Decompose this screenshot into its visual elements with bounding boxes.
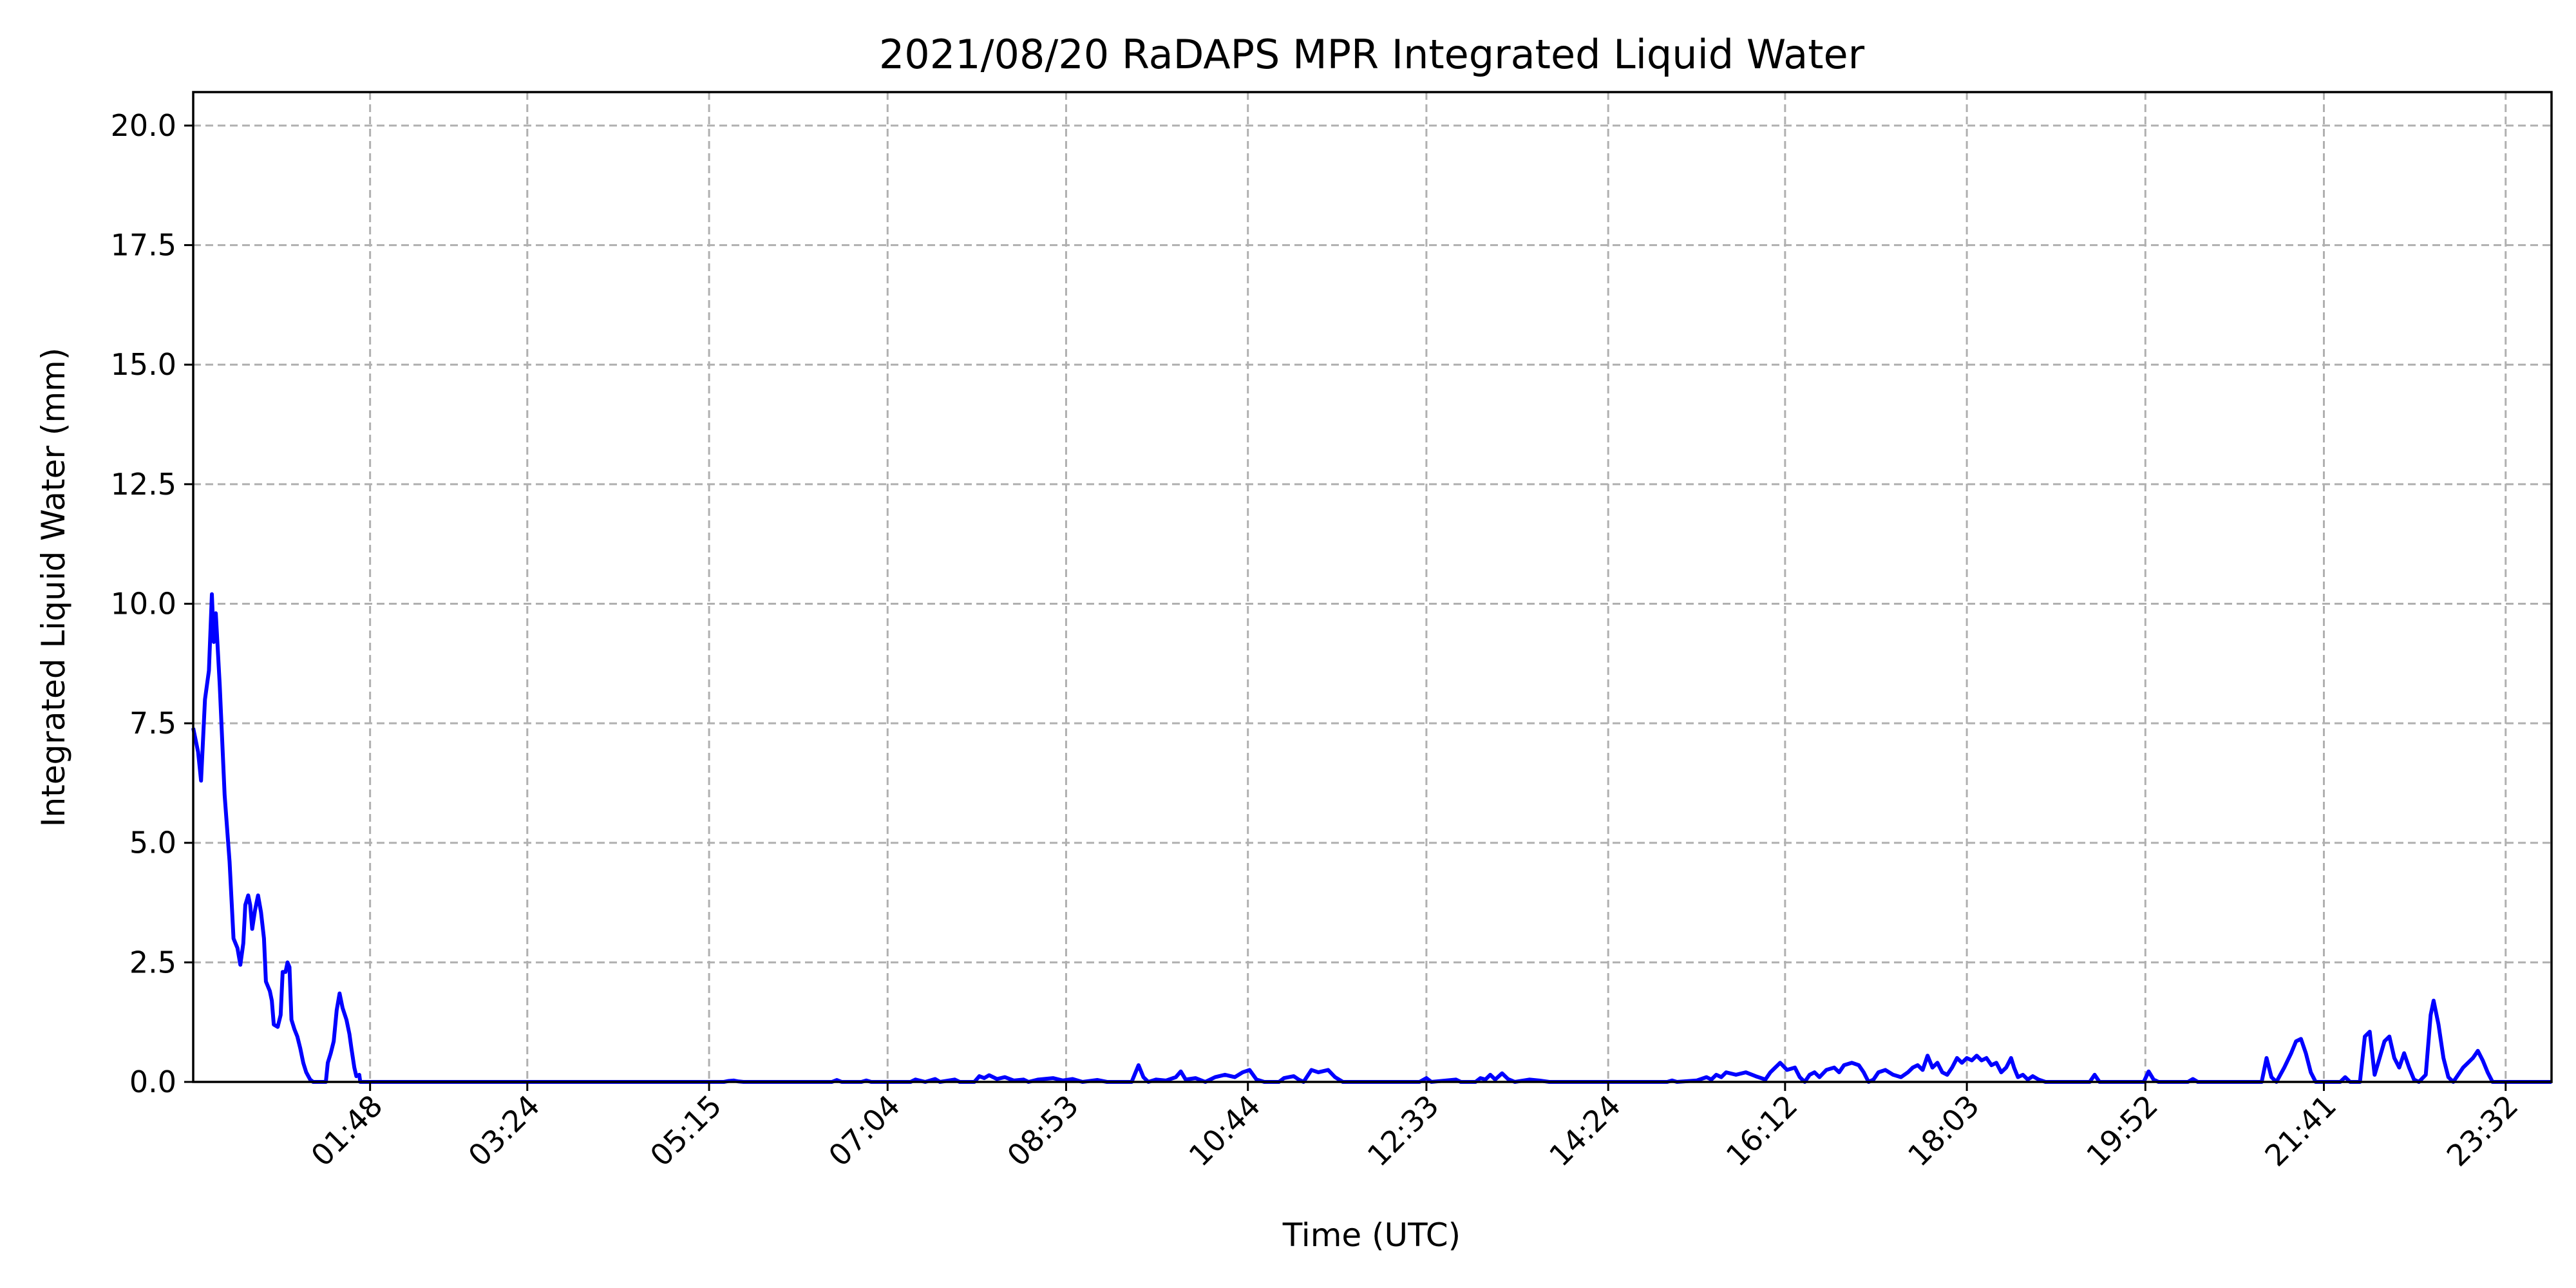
y-tick-label: 17.5 bbox=[111, 228, 176, 263]
y-tick-label: 0.0 bbox=[129, 1065, 176, 1099]
grid-layer bbox=[193, 92, 2552, 1083]
chart-title: 2021/08/20 RaDAPS MPR Integrated Liquid … bbox=[879, 31, 1865, 78]
y-tick-label: 2.5 bbox=[129, 945, 176, 980]
series-line bbox=[191, 592, 2552, 1084]
y-tick-label: 12.5 bbox=[111, 467, 176, 502]
y-tick-label: 15.0 bbox=[111, 347, 176, 382]
series-layer bbox=[191, 592, 2552, 1084]
plot-frame bbox=[192, 91, 2553, 1083]
x-axis-label: Time (UTC) bbox=[1282, 1217, 1461, 1254]
y-tick-label: 5.0 bbox=[129, 826, 176, 860]
y-tick-label: 7.5 bbox=[129, 706, 176, 741]
y-tick-label: 20.0 bbox=[111, 108, 176, 143]
y-axis-label: Integrated Liquid Water (mm) bbox=[35, 348, 72, 828]
y-tick-label: 10.0 bbox=[111, 586, 176, 621]
